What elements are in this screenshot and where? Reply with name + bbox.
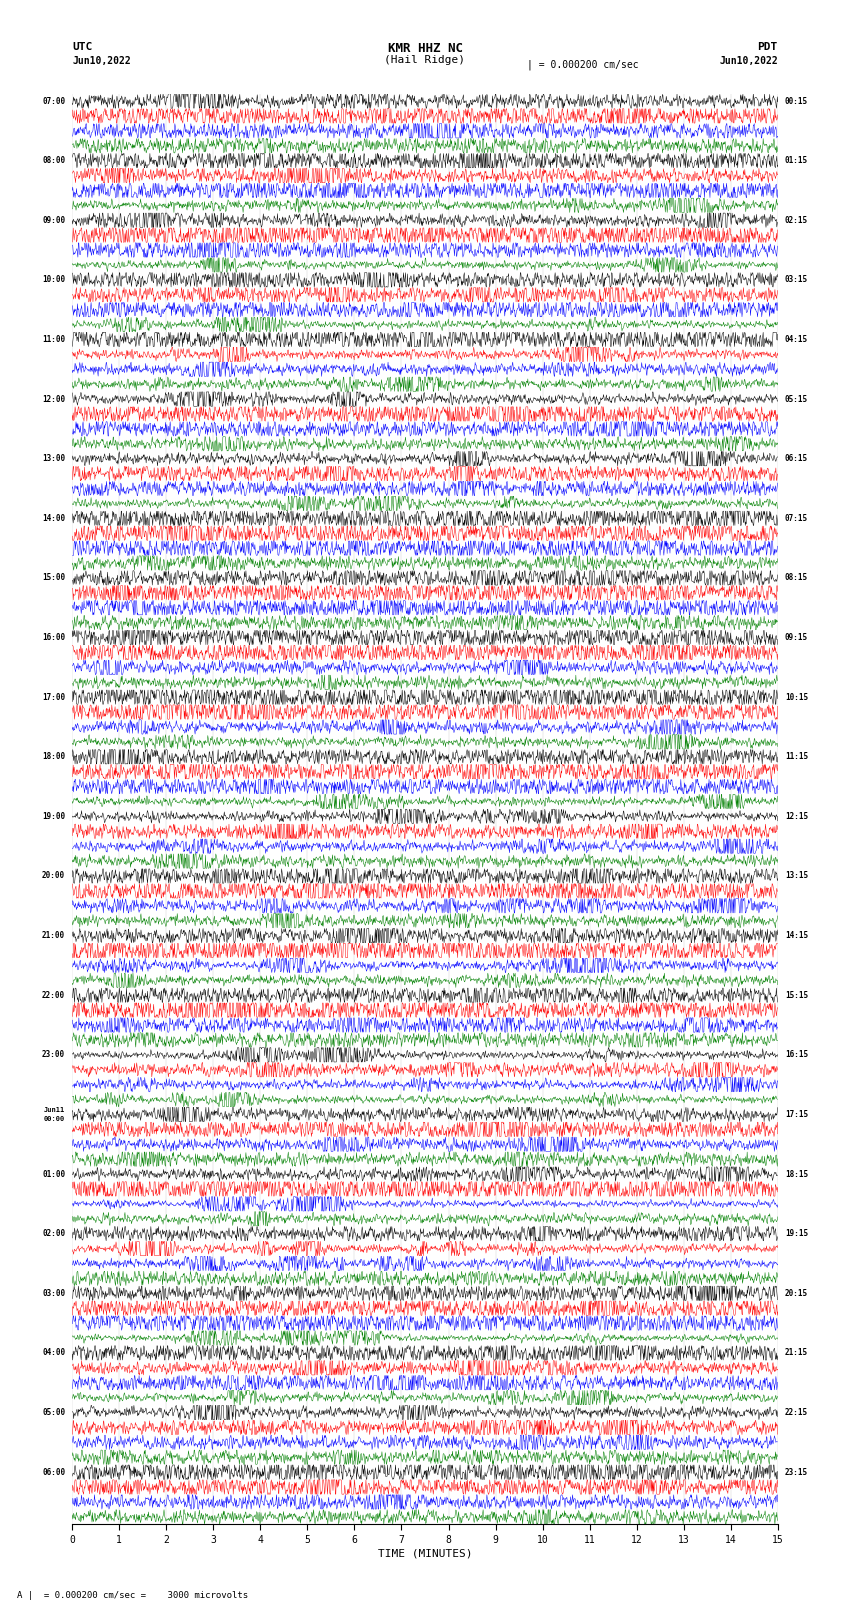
Text: 08:15: 08:15	[785, 573, 808, 582]
Text: 17:00: 17:00	[42, 692, 65, 702]
Text: 10:00: 10:00	[42, 276, 65, 284]
Text: 05:00: 05:00	[42, 1408, 65, 1416]
Text: 05:15: 05:15	[785, 395, 808, 403]
Text: | = 0.000200 cm/sec: | = 0.000200 cm/sec	[527, 60, 638, 71]
Text: 08:00: 08:00	[42, 156, 65, 165]
Text: 03:00: 03:00	[42, 1289, 65, 1298]
Text: 01:15: 01:15	[785, 156, 808, 165]
Text: UTC: UTC	[72, 42, 93, 52]
Text: 19:00: 19:00	[42, 811, 65, 821]
Text: 19:15: 19:15	[785, 1229, 808, 1239]
Text: 00:15: 00:15	[785, 97, 808, 105]
Text: 22:00: 22:00	[42, 990, 65, 1000]
Text: 15:00: 15:00	[42, 573, 65, 582]
Text: Jun10,2022: Jun10,2022	[72, 56, 131, 66]
Text: 12:15: 12:15	[785, 811, 808, 821]
Text: 20:15: 20:15	[785, 1289, 808, 1298]
Text: 21:15: 21:15	[785, 1348, 808, 1358]
Text: 09:15: 09:15	[785, 632, 808, 642]
Text: 21:00: 21:00	[42, 931, 65, 940]
Text: 14:15: 14:15	[785, 931, 808, 940]
Text: 00:00: 00:00	[44, 1116, 65, 1123]
X-axis label: TIME (MINUTES): TIME (MINUTES)	[377, 1548, 473, 1558]
Text: KMR HHZ NC: KMR HHZ NC	[388, 42, 462, 55]
Text: Jun10,2022: Jun10,2022	[719, 56, 778, 66]
Text: 23:00: 23:00	[42, 1050, 65, 1060]
Text: 04:00: 04:00	[42, 1348, 65, 1358]
Text: 16:00: 16:00	[42, 632, 65, 642]
Text: 20:00: 20:00	[42, 871, 65, 881]
Text: 11:00: 11:00	[42, 336, 65, 344]
Text: 06:15: 06:15	[785, 455, 808, 463]
Text: 03:15: 03:15	[785, 276, 808, 284]
Text: 16:15: 16:15	[785, 1050, 808, 1060]
Text: 01:00: 01:00	[42, 1169, 65, 1179]
Text: 14:00: 14:00	[42, 515, 65, 523]
Text: 02:00: 02:00	[42, 1229, 65, 1239]
Text: 07:00: 07:00	[42, 97, 65, 105]
Text: 09:00: 09:00	[42, 216, 65, 224]
Text: PDT: PDT	[757, 42, 778, 52]
Text: 15:15: 15:15	[785, 990, 808, 1000]
Text: 17:15: 17:15	[785, 1110, 808, 1119]
Text: 07:15: 07:15	[785, 515, 808, 523]
Text: (Hail Ridge): (Hail Ridge)	[384, 55, 466, 65]
Text: 22:15: 22:15	[785, 1408, 808, 1416]
Text: 18:15: 18:15	[785, 1169, 808, 1179]
Text: Jun11: Jun11	[44, 1107, 65, 1113]
Text: 04:15: 04:15	[785, 336, 808, 344]
Text: 12:00: 12:00	[42, 395, 65, 403]
Text: 06:00: 06:00	[42, 1468, 65, 1476]
Text: 13:15: 13:15	[785, 871, 808, 881]
Text: A |  = 0.000200 cm/sec =    3000 microvolts: A | = 0.000200 cm/sec = 3000 microvolts	[17, 1590, 248, 1600]
Text: 18:00: 18:00	[42, 752, 65, 761]
Text: 13:00: 13:00	[42, 455, 65, 463]
Text: 23:15: 23:15	[785, 1468, 808, 1476]
Text: 11:15: 11:15	[785, 752, 808, 761]
Text: 10:15: 10:15	[785, 692, 808, 702]
Text: 02:15: 02:15	[785, 216, 808, 224]
